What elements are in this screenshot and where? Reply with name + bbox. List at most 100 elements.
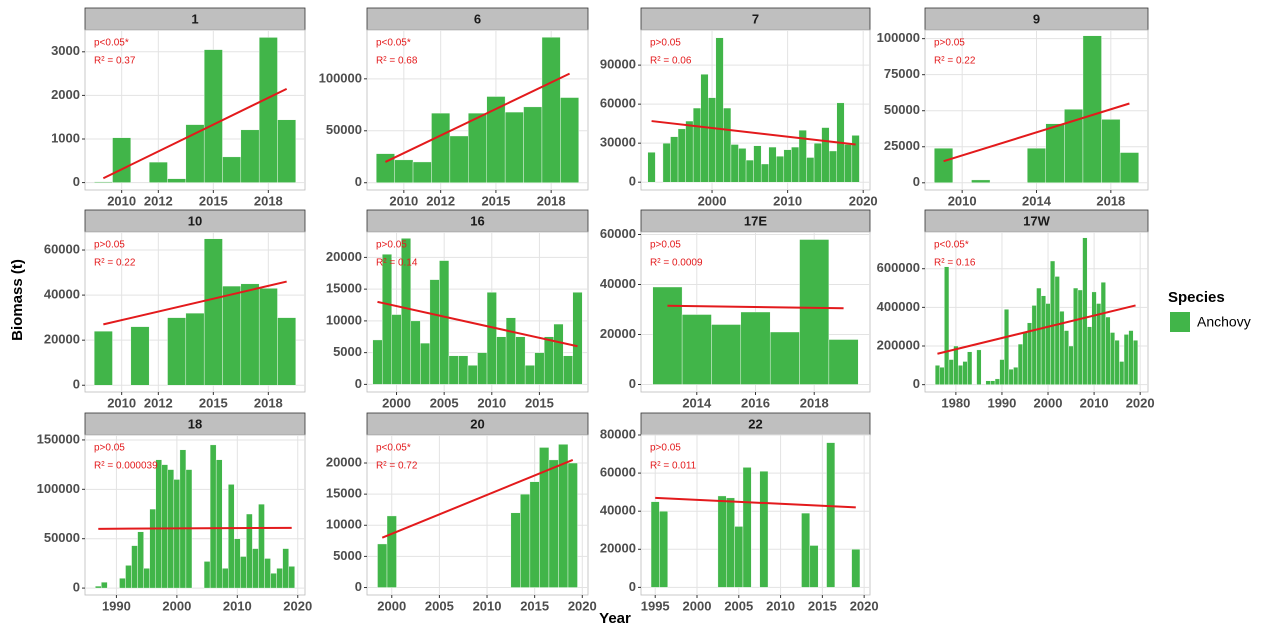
bar [1054,276,1060,385]
bar [529,481,540,588]
trend-line [943,102,1130,163]
x-tick-label: 2010 [473,598,502,613]
bar [1082,35,1102,183]
x-tick-label: 2016 [741,395,770,410]
x-tick-label: 2010 [1080,395,1109,410]
annotation: p>0.05 [650,240,681,251]
bar [523,106,543,183]
bar [228,484,235,589]
bar [715,37,724,183]
bar [1027,147,1046,183]
bar [240,283,260,386]
x-tick-label: 1990 [987,395,1016,410]
bar [246,513,253,589]
bar [173,479,181,589]
trend-line [655,496,856,509]
bar [276,568,283,589]
bar [282,548,289,589]
trend-line [384,72,571,163]
bar [994,378,1000,385]
bar [95,585,102,589]
x-tick-label: 2020 [568,598,597,613]
bar [539,447,550,588]
y-tick-label: 0 [629,376,636,391]
bar [179,449,187,589]
y-tick-label: 60000 [600,465,636,480]
bar [167,178,187,183]
bar [252,548,259,589]
bar [240,129,260,183]
annotation: R² = 0.72 [376,461,418,472]
bar [717,495,727,588]
y-tick-label: 0 [629,174,636,189]
panel-title: 22 [748,416,762,431]
bar [798,129,807,183]
bar [258,37,278,183]
annotation: p>0.05 [650,38,681,49]
trend-line [377,300,578,348]
bar [939,367,945,385]
bar [277,317,297,386]
bar [976,349,982,385]
bar [382,254,392,385]
x-tick-label: 2010 [477,395,506,410]
annotation: p>0.05 [94,240,125,251]
x-tick-label: 2015 [808,598,837,613]
bar [125,565,132,589]
y-tick-label: 400000 [877,299,920,314]
bar [431,112,451,183]
x-tick-label: 2018 [254,193,283,208]
bar [420,342,431,385]
y-tick-label: 0 [913,174,920,189]
bar [222,156,242,183]
bar [543,336,554,385]
bar [203,49,223,183]
bar [1045,123,1065,183]
y-tick-label: 0 [355,376,362,391]
annotation: R² = 0.011 [650,461,697,472]
bar [386,515,397,588]
panel-title: 6 [474,11,481,26]
bar [410,320,421,385]
bar [985,380,991,385]
y-tick-label: 5000 [333,548,362,563]
x-tick-label: 2014 [1022,193,1052,208]
annotation: p<0.05* [376,443,411,454]
bar [967,351,973,385]
x-tick-label: 1995 [641,598,670,613]
x-tick-label: 2020 [849,193,878,208]
bar [999,359,1005,385]
trend-line [937,304,1136,355]
bar [258,503,265,589]
annotation: R² = 0.16 [934,258,976,269]
bar [828,150,837,183]
y-tick-label: 40000 [600,503,636,518]
annotation: p>0.05 [650,443,681,454]
y-tick-label: 0 [73,377,80,392]
bar [448,355,459,385]
annotation: p<0.05* [376,38,411,49]
bar [209,444,217,589]
bar [934,365,940,385]
bar [203,238,223,386]
x-tick-label: 2005 [724,598,753,613]
bar [1077,289,1083,385]
bar [505,317,516,385]
bar [783,149,792,183]
y-tick-label: 0 [629,579,636,594]
bar [851,135,860,183]
x-axis-label: Year [599,610,631,627]
bar [692,107,701,183]
bar [734,526,744,588]
x-tick-label: 2012 [144,193,173,208]
annotation: R² = 0.14 [376,258,418,269]
y-tick-label: 3000 [51,43,80,58]
bar [1101,119,1121,183]
bar [934,147,954,183]
bar [1133,340,1139,385]
x-tick-label: 2015 [199,395,228,410]
panel-title: 16 [470,213,484,228]
trend-line [103,280,287,326]
y-tick-label: 100000 [319,70,362,85]
bar [477,352,488,385]
